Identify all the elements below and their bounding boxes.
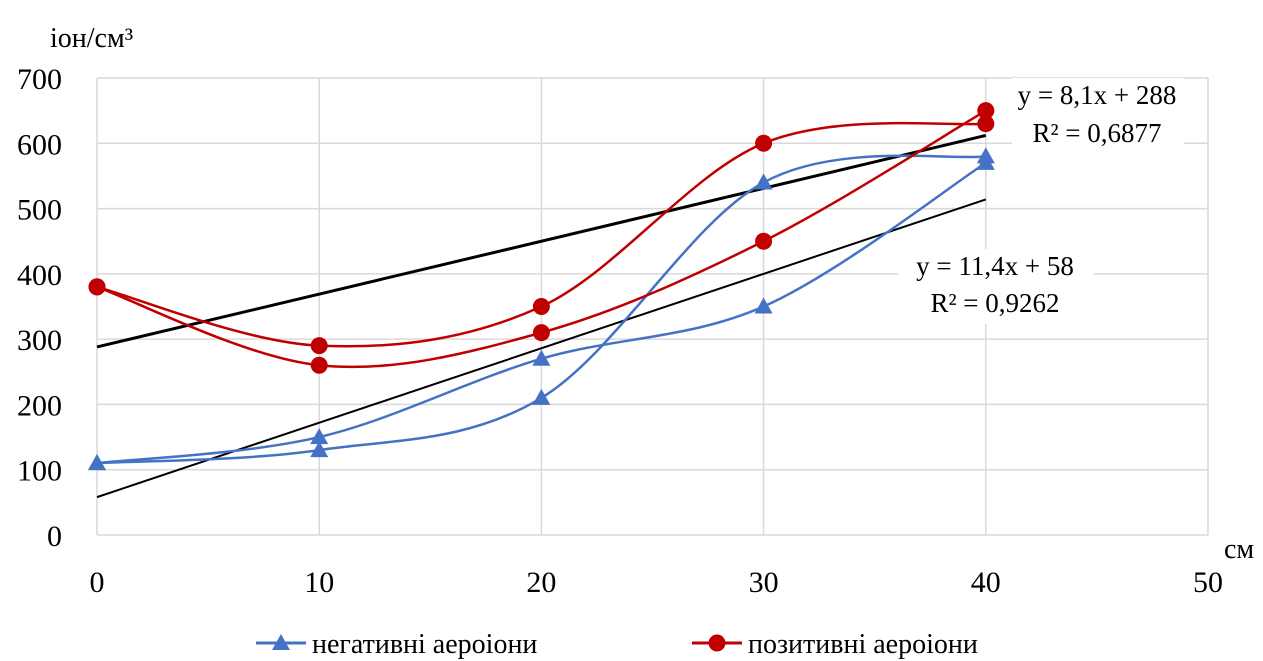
triangle-marker [310, 428, 329, 445]
trendline-r2: R² = 0,9262 [930, 288, 1059, 318]
trendline [96, 133, 987, 349]
circle-marker [532, 324, 550, 342]
triangle-marker [88, 454, 106, 471]
circle-marker [310, 356, 328, 374]
y-tick-label: 200 [17, 389, 62, 422]
y-tick-label: 300 [17, 324, 62, 357]
circle-marker [755, 134, 773, 152]
circle-marker [977, 115, 995, 133]
triangle-marker [754, 173, 773, 190]
series-lines [88, 102, 995, 471]
x-tick-label: 0 [90, 566, 105, 599]
x-axis-label: см [1224, 534, 1254, 565]
equation-box [898, 249, 1094, 324]
legend-label: негативні аероіони [312, 629, 537, 660]
x-tick-label: 10 [304, 566, 334, 599]
triangle-marker [272, 634, 290, 650]
series-line [96, 154, 986, 465]
circle-marker [977, 102, 995, 120]
trendline-equation: y = 11,4x + 58 [916, 251, 1074, 281]
triangle-marker [754, 297, 773, 314]
x-tick-label: 50 [1193, 566, 1223, 599]
circle-marker [708, 634, 726, 652]
y-tick-label: 500 [17, 194, 62, 227]
triangle-marker [532, 349, 551, 366]
y-tick-label: 600 [17, 128, 62, 161]
triangle-marker [976, 147, 995, 164]
x-tick-label: 20 [526, 566, 556, 599]
x-tick-label: 30 [749, 566, 779, 599]
legend-label: позитивні аероіони [748, 629, 978, 660]
circle-marker [88, 278, 106, 296]
triangle-marker [310, 441, 329, 458]
circle-marker [310, 337, 328, 355]
circle-marker [755, 232, 773, 250]
trendline [96, 198, 987, 499]
y-axis-label: іон/см³ [50, 23, 133, 54]
tick-labels: 0 100 200 300 400 500 600 700 0 10 20 30 40 50 [17, 63, 1223, 599]
triangle-marker [532, 388, 551, 405]
circle-marker [532, 298, 550, 315]
y-tick-label: 400 [17, 259, 62, 292]
trendlines [96, 133, 987, 499]
y-tick-label: 0 [47, 520, 62, 553]
legend: негативні аероіони позитивні аероіони [256, 629, 978, 660]
y-tick-label: 700 [17, 63, 62, 96]
trendline-equation: y = 8,1x + 288 [1018, 80, 1177, 110]
trendline-r2: R² = 0,6877 [1032, 118, 1161, 148]
equation-box [1012, 78, 1184, 154]
trendline-equations: y = 8,1x + 288 R² = 0,6877 y = 11,4x + 58 R… [898, 78, 1184, 324]
y-tick-label: 100 [17, 455, 62, 488]
x-tick-label: 40 [971, 566, 1001, 599]
